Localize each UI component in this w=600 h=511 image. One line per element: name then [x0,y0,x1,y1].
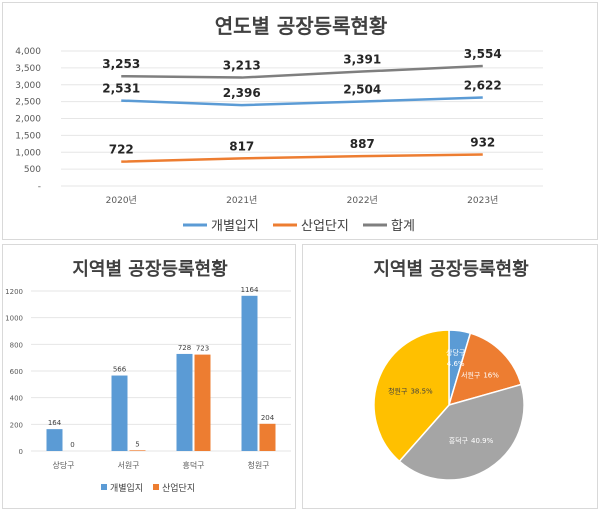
pie-label: 흥덕구 40.9% [449,436,494,445]
pie-label-pct: 16% [483,371,499,379]
pie-label-name: 서원구 [461,370,481,379]
y-tick-label: 800 [10,341,23,349]
x-tick-label: 2020년 [106,195,137,206]
y-tick-label: 500 [24,165,41,175]
pie-label-pct: 40.9% [471,437,494,445]
data-label: 722 [109,143,134,157]
pie-label: 청원구 38.5% [388,386,433,395]
legend-item: 개별입지 [101,482,143,494]
legend-swatch [101,484,107,490]
x-tick-label: 상당구 [52,460,74,470]
y-tick-label: 1200 [5,288,23,296]
bar-산업단지 [129,450,146,451]
legend-item: 합계 [363,219,415,234]
pie-chart: 지역별 공장등록현황 상당구 4.6% 서원구 16% 흥덕구 40.9% 청원구 38.5% [373,259,529,481]
pie-label-pct: 4.6% [447,360,465,368]
series-line-개별입지 [121,96,483,107]
y-tick-label: 3,500 [15,64,41,74]
line-chart: 연도별 공장등록현황 4,000 3,500 3,000 2,500 2,000 1,50… [15,14,543,234]
pie-chart-panel: 지역별 공장등록현황 상당구 4.6% 서원구 16% 흥덕구 40.9% 청원구 38.5% [302,244,598,509]
bar-개별입지 [46,429,63,451]
data-label: 2,531 [102,82,140,96]
pie-slice-서원구 [447,332,523,407]
data-label: 3,213 [223,59,261,73]
data-label: 2,396 [223,86,261,100]
pie-chart-title: 지역별 공장등록현황 [373,259,529,280]
data-label: 887 [350,137,375,151]
series-line-합계 [121,64,483,79]
bar-개별입지 [241,295,258,451]
line-chart-title: 연도별 공장등록현황 [215,14,388,38]
bar-value-label: 723 [196,345,209,353]
y-tick-label: 600 [10,368,23,376]
y-tick-label: 3,000 [15,81,41,91]
data-label: 2,622 [464,79,502,93]
bar-value-label: 1164 [241,286,259,294]
pie-slice-청원구 [373,329,450,463]
legend-item: 산업단지 [273,219,349,234]
pie-label-pct: 38.5% [410,387,433,395]
pie-label-name: 상당구 [446,348,466,357]
pie-label: 상당구 4.6% [446,348,466,368]
data-label: 3,391 [343,53,381,67]
bar-value-label: 728 [178,344,191,352]
x-tick-label: 2021년 [226,195,257,206]
x-tick-label: 서원구 [117,461,139,470]
y-tick-label: 1,000 [15,148,41,158]
legend-item: 개별입지 [183,219,259,234]
data-label: 817 [229,139,254,153]
pie-label-name: 흥덕구 [449,436,469,445]
legend-label: 개별입지 [211,219,259,234]
x-tick-label: 2023년 [467,195,498,206]
y-tick-label: - [38,182,41,192]
data-label: 2,504 [343,82,381,96]
bar-value-label: 0 [70,441,74,449]
legend-label: 산업단지 [162,483,195,494]
bar-산업단지 [194,354,211,451]
legend-label: 합계 [391,219,415,234]
bar-산업단지 [259,423,276,451]
bar-개별입지 [111,375,128,451]
x-tick-label: 흥덕구 [182,460,204,470]
line-chart-panel: 연도별 공장등록현황 4,000 3,500 3,000 2,500 2,000 1,50… [2,2,598,240]
x-tick-label: 2022년 [347,195,378,206]
pie-label-name: 청원구 [388,386,408,395]
y-tick-label: 0 [19,448,23,456]
y-tick-label: 1,500 [15,131,41,141]
y-tick-label: 200 [10,421,23,429]
data-label: 932 [470,136,495,150]
legend-label: 개별입지 [110,482,143,494]
y-tick-label: 2,000 [15,115,41,125]
bar-value-label: 164 [48,419,62,427]
bar-chart-panel: 지역별 공장등록현황 1200 1000 800 600 400 200 0 상당구 서원구 흥… [2,244,296,509]
bar-chart-title: 지역별 공장등록현황 [72,259,228,280]
y-tick-label: 1000 [5,315,23,323]
series-line-산업단지 [121,153,483,163]
x-tick-label: 청원구 [247,461,269,470]
y-tick-label: 400 [10,395,23,403]
bar-value-label: 566 [113,366,127,374]
data-label: 3,554 [464,47,502,61]
pie-label: 서원구 16% [461,370,499,379]
legend-label: 산업단지 [301,219,349,234]
bar-개별입지 [176,353,193,451]
legend-swatch [153,484,159,490]
data-label: 3,253 [102,57,140,71]
pie-slice-흥덕구 [398,383,525,481]
bar-value-label: 204 [261,414,275,422]
y-tick-label: 2,500 [15,98,41,108]
bar-chart: 지역별 공장등록현황 1200 1000 800 600 400 200 0 상당구 서원구 흥… [5,259,291,494]
legend-item: 산업단지 [153,483,195,494]
y-tick-label: 4,000 [15,47,41,57]
bar-value-label: 5 [135,440,139,448]
